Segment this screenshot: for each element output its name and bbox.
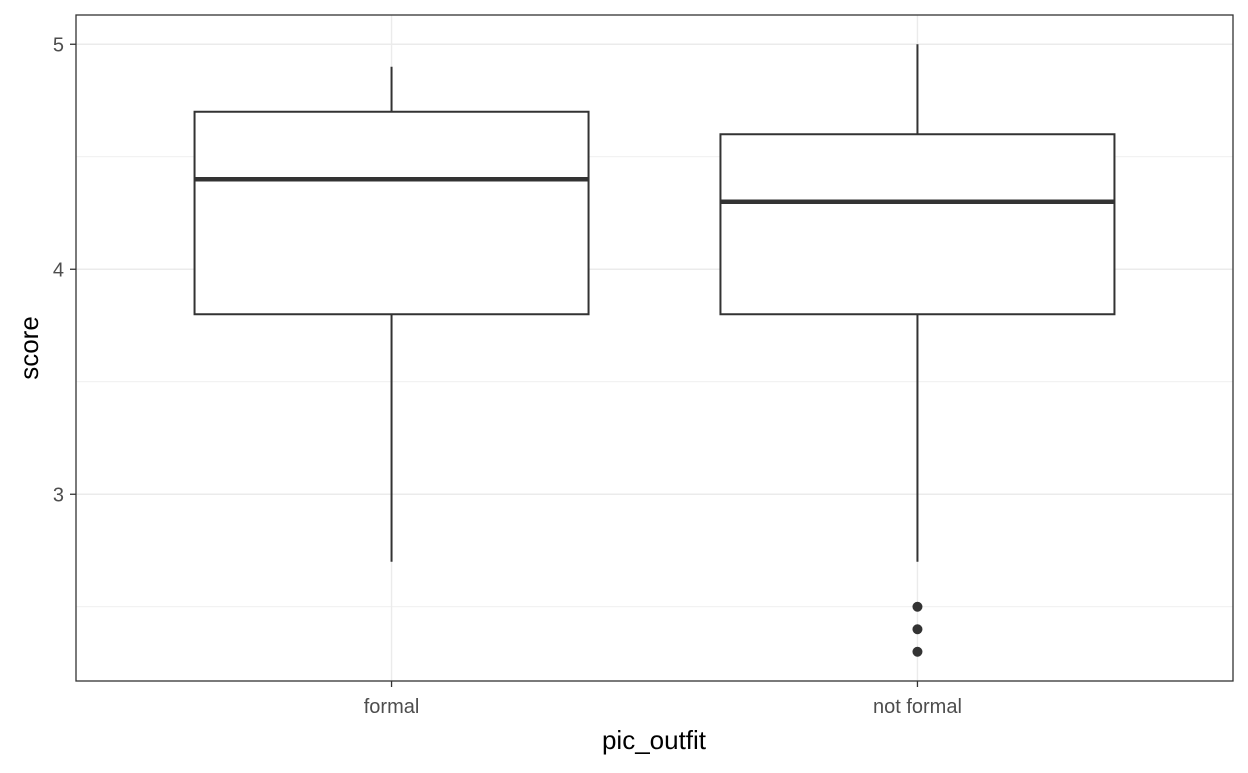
outlier-point: [912, 624, 923, 635]
tick-layer: 3 4 5 formal not formal: [53, 34, 962, 718]
x-axis-title: pic_outfit: [602, 725, 707, 755]
x-tick-label: not formal: [873, 696, 962, 718]
box-layer: [193, 44, 1116, 657]
box-group: [719, 44, 1116, 657]
outlier-point: [912, 601, 923, 612]
y-tick-label: 3: [53, 484, 64, 506]
box-iqr: [193, 110, 590, 316]
box-group: [193, 66, 590, 562]
outlier-point: [912, 646, 923, 657]
y-axis-title: score: [14, 316, 44, 380]
box-iqr: [719, 133, 1116, 316]
y-tick-label: 5: [53, 34, 64, 56]
y-tick-label: 4: [53, 259, 64, 281]
x-tick-label: formal: [364, 696, 420, 718]
panel-border: [75, 14, 1234, 682]
